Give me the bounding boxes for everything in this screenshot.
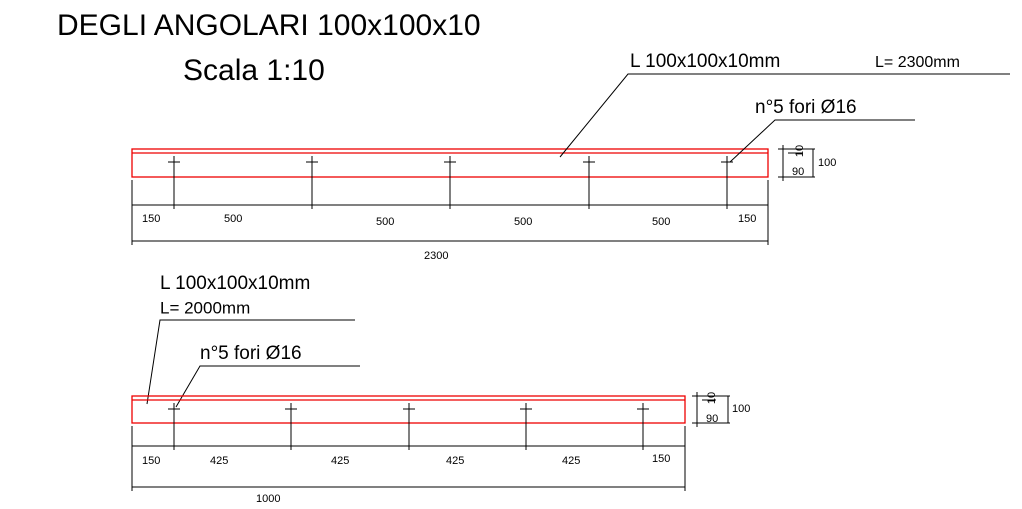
dim: 150 bbox=[142, 455, 160, 467]
total-dim: 1000 bbox=[256, 493, 280, 505]
dim: 425 bbox=[210, 455, 228, 467]
holes-label: n°5 fori Ø16 bbox=[200, 343, 302, 364]
scale: Scala 1:10 bbox=[183, 54, 325, 87]
beam-2: L 100x100x10mm L= 2000mm n°5 fori Ø16 15… bbox=[131, 273, 750, 505]
beam-label: L 100x100x10mm bbox=[630, 51, 780, 72]
title: DEGLI ANGOLARI 100x100x10 bbox=[57, 9, 481, 42]
dim: 150 bbox=[652, 453, 670, 465]
dim: 500 bbox=[514, 216, 532, 228]
dim: 500 bbox=[376, 216, 394, 228]
section-dim: 100 bbox=[818, 157, 836, 169]
dim: 150 bbox=[142, 213, 160, 225]
section-dim: 90 bbox=[792, 166, 804, 178]
dim: 425 bbox=[562, 455, 580, 467]
section-dim: 90 bbox=[706, 413, 718, 425]
section-dim: 10 bbox=[794, 145, 806, 157]
total-dim: 2300 bbox=[424, 250, 448, 262]
dim: 150 bbox=[738, 213, 756, 225]
beam-length: L= 2000mm bbox=[160, 298, 250, 317]
dim: 425 bbox=[331, 455, 349, 467]
section-dim: 10 bbox=[706, 392, 718, 404]
dim: 500 bbox=[224, 213, 242, 225]
beam-1: L 100x100x10mm L= 2300mm n°5 fori Ø16 15… bbox=[131, 51, 1010, 262]
holes-label: n°5 fori Ø16 bbox=[755, 97, 857, 118]
beam-length: L= 2300mm bbox=[875, 54, 960, 71]
section-dim: 100 bbox=[732, 403, 750, 415]
dim: 500 bbox=[652, 216, 670, 228]
dim: 425 bbox=[446, 455, 464, 467]
beam-label: L 100x100x10mm bbox=[160, 273, 310, 294]
